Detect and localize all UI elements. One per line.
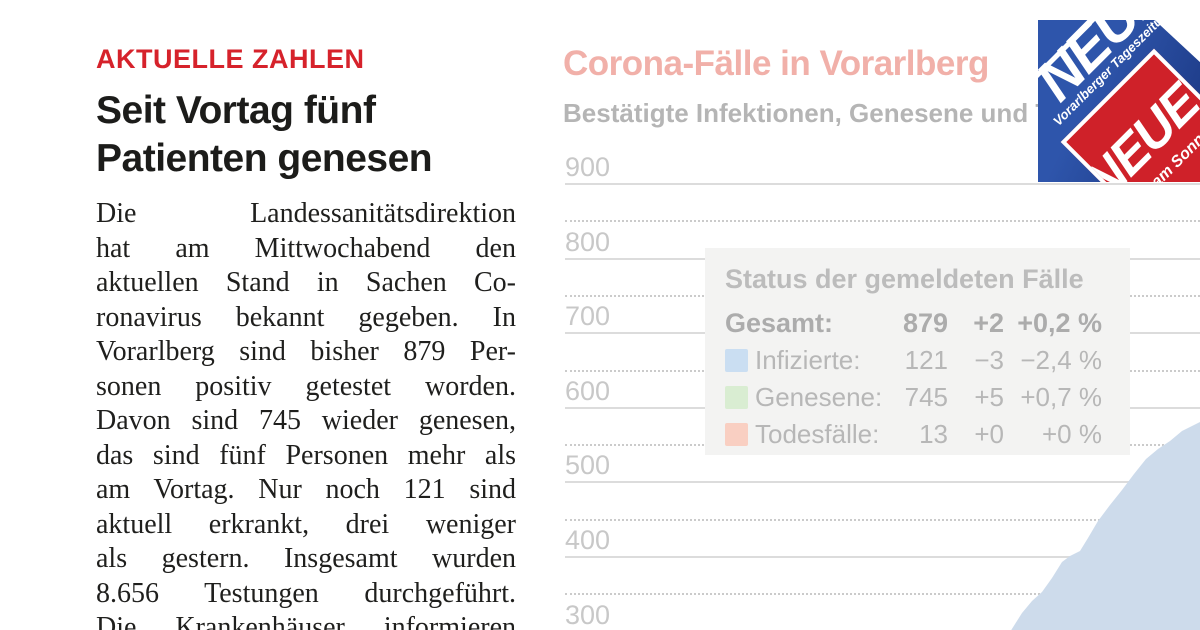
- gridline-dotted: [565, 593, 1200, 596]
- area-polygon: [1011, 422, 1200, 630]
- status-value: 879: [902, 308, 948, 338]
- status-label: Todesfälle:: [755, 419, 880, 449]
- body-text-line: Vorarlberg sind bisher 879 Per-: [96, 336, 516, 367]
- headline-line-1: Seit Vortag fünf: [96, 89, 376, 132]
- status-row-gesamt: Gesamt: 879 +2 +0,2 %: [725, 305, 1102, 342]
- body-text-line: 8.656 Testungen durchgeführt.: [96, 577, 516, 609]
- body-text-line: ronavirus bekannt gegeben. In: [96, 301, 516, 333]
- y-axis-tick-label: 900: [565, 152, 611, 182]
- status-percent: +0,7 %: [1020, 382, 1102, 412]
- status-delta: −3: [974, 345, 1004, 375]
- status-delta: +0: [974, 419, 1004, 449]
- status-row-genesene: Genesene: 745 +5 +0,7 %: [725, 379, 1102, 416]
- article-headline: Seit Vortag fünf Patienten genesen: [96, 87, 516, 183]
- body-text-line: am Vortag. Nur noch 121 sind: [96, 474, 516, 505]
- body-text-line: aktuell erkrankt, drei weniger: [96, 508, 516, 540]
- status-row-todesfaelle: Todesfälle: 13 +0 +0 %: [725, 416, 1102, 453]
- status-percent: +0 %: [1042, 419, 1102, 449]
- status-value: 745: [904, 382, 948, 412]
- gridline-solid: [565, 183, 1200, 185]
- article-body: Die Landessanitätsdirektion hat am Mittwo…: [96, 197, 516, 630]
- status-label: Infizierte:: [755, 345, 861, 375]
- body-text-line: Die Landessanitätsdirektion: [96, 198, 516, 229]
- status-row-infizierte: Infizierte: 121 −3 −2,4 %: [725, 342, 1102, 379]
- article-column: AKTUELLE ZAHLEN Seit Vortag fünf Patient…: [96, 44, 516, 630]
- chart-title: Corona-Fälle in Vorarlberg: [563, 44, 989, 83]
- y-axis-tick-label: 800: [565, 226, 611, 257]
- body-text-line: aktuellen Stand in Sachen Co-: [96, 267, 516, 298]
- y-axis-tick-label: 600: [565, 375, 611, 406]
- status-value: 13: [919, 419, 948, 449]
- y-axis-tick-label: 500: [565, 450, 611, 481]
- gridline-dotted: [565, 518, 1200, 521]
- article-kicker: AKTUELLE ZAHLEN: [96, 44, 365, 74]
- status-percent: +0,2 %: [1017, 308, 1102, 338]
- body-text-line: als gestern. Insgesamt wurden: [96, 543, 516, 574]
- status-delta: +5: [974, 382, 1004, 412]
- legend-square-todesfaelle-icon: [725, 423, 748, 446]
- status-percent: −2,4 %: [1020, 345, 1102, 375]
- status-label: Gesamt:: [725, 308, 834, 338]
- body-text-line: das sind fünf Personen mehr als: [96, 439, 516, 471]
- body-text-line: Davon sind 745 wieder genesen,: [96, 405, 516, 436]
- gridline-solid: [565, 556, 1200, 558]
- gridline-solid: [565, 481, 1200, 484]
- status-box-title: Status der gemeldeten Fälle: [725, 264, 1084, 294]
- body-text-line: hat am Mittwochabend den: [96, 232, 516, 264]
- status-delta: +2: [973, 308, 1004, 338]
- y-axis-tick-label: 300: [565, 599, 611, 630]
- headline-line-2: Patienten genesen: [96, 137, 433, 180]
- y-axis-tick-label: 400: [565, 525, 611, 555]
- status-box: Status der gemeldeten Fälle Gesamt: 879 …: [705, 248, 1130, 455]
- y-axis-tick-label: 700: [565, 301, 611, 332]
- status-value: 121: [904, 345, 948, 375]
- legend-square-genesene-icon: [725, 386, 748, 409]
- status-label: Genesene:: [755, 382, 883, 412]
- gridline-dotted: [565, 220, 1200, 223]
- neue-logo: NEUE Vorarlberger Tageszeitung NEUE am S…: [1038, 20, 1200, 182]
- body-text-line: sonen positiv getestet worden.: [96, 370, 516, 402]
- body-text-line: Die Krankenhäuser informieren: [96, 612, 516, 630]
- legend-square-infizierte-icon: [725, 349, 748, 372]
